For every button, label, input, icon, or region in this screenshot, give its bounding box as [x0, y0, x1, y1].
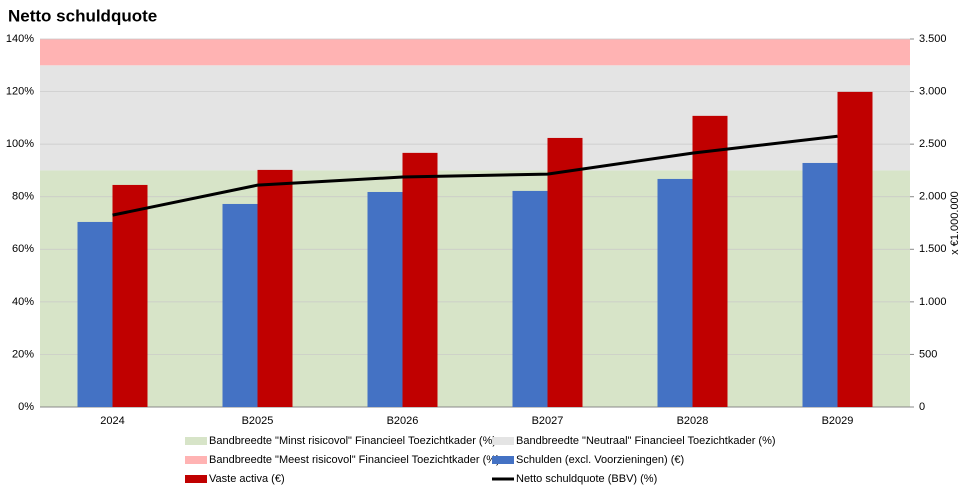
bar: [77, 221, 113, 407]
legend-label: Netto schuldquote (BBV) (%): [516, 473, 657, 485]
y-tick-label: 140%: [6, 33, 34, 45]
legend-label: Bandbreedte "Neutraal" Financieel Toezic…: [516, 435, 776, 447]
legend-label: Vaste activa (€): [209, 473, 285, 485]
y2-tick-label: 2.500: [919, 138, 947, 150]
bar: [112, 184, 148, 407]
bar: [692, 115, 728, 407]
y2-tick-label: 3.000: [919, 85, 947, 97]
bar: [402, 152, 438, 407]
band: [40, 39, 910, 66]
legend-swatch: [185, 437, 207, 445]
bar: [657, 178, 693, 407]
line: [112, 134, 838, 217]
bar: [802, 162, 838, 407]
x-tick-label: B2029: [822, 415, 854, 427]
legend-swatch: [492, 456, 514, 464]
bar: [547, 137, 583, 407]
y-tick-label: 0%: [18, 401, 34, 413]
x-tick-label: B2025: [242, 415, 274, 427]
y2-tick-label: 0: [919, 401, 925, 413]
x-tick-label: B2028: [677, 415, 709, 427]
bar: [257, 169, 293, 407]
legend-swatch: [185, 475, 207, 483]
legend-label: Bandbreedte "Meest risicovol" Financieel…: [209, 454, 500, 466]
y-tick-label: 80%: [12, 191, 34, 203]
band: [40, 65, 910, 171]
y-tick-label: 100%: [6, 138, 34, 150]
x-tick-label: B2026: [387, 415, 419, 427]
x-tick-label: B2027: [532, 415, 564, 427]
y2-tick-label: 1.000: [919, 296, 947, 308]
bar: [837, 91, 873, 408]
y2-tick-label: 2.000: [919, 191, 947, 203]
legend-swatch: [185, 456, 207, 464]
y-tick-label: 60%: [12, 243, 34, 255]
band: [40, 170, 910, 407]
bar: [367, 191, 403, 407]
y2-tick-label: 500: [919, 348, 937, 360]
bar: [512, 190, 548, 407]
chart-title: Netto schuldquote: [8, 6, 157, 25]
x-tick-label: 2024: [100, 415, 124, 427]
y-tick-label: 40%: [12, 296, 34, 308]
y2-axis-label: x €1.000.000: [949, 191, 961, 255]
y2-tick-label: 1.500: [919, 243, 947, 255]
legend-label: Bandbreedte "Minst risicovol" Financieel…: [209, 435, 496, 447]
y-tick-label: 120%: [6, 85, 34, 97]
bar: [222, 203, 258, 407]
y2-tick-label: 3.500: [919, 33, 947, 45]
y-tick-label: 20%: [12, 348, 34, 360]
legend-swatch: [492, 437, 514, 445]
legend-label: Schulden (excl. Voorzieningen) (€): [516, 454, 684, 466]
